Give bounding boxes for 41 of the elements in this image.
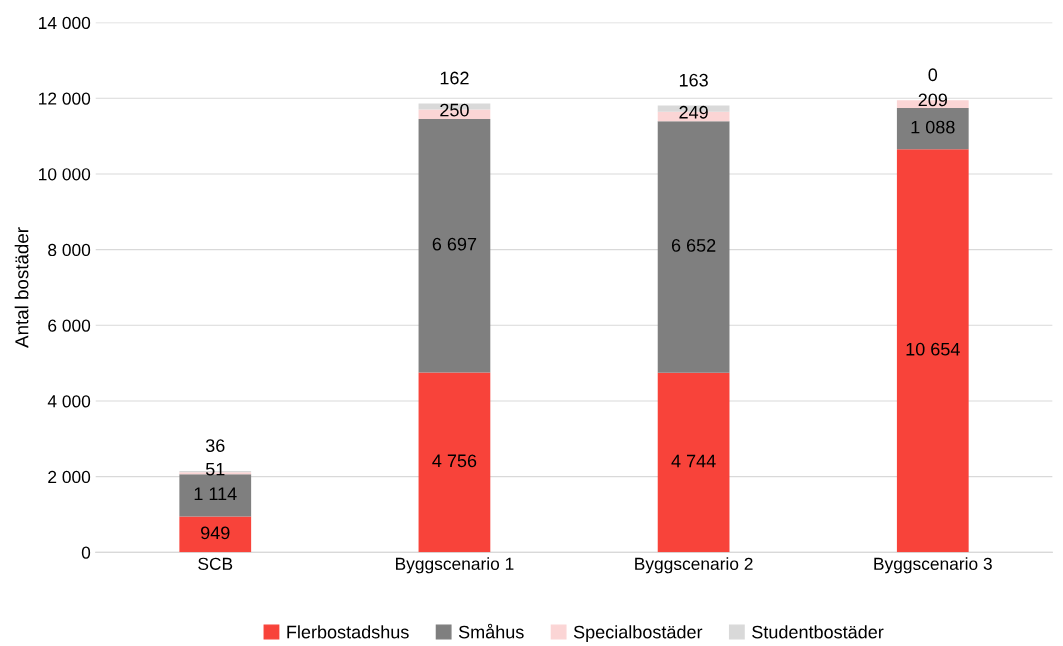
x-tick-label: Byggscenario 2 — [635, 557, 753, 574]
data-label: 6 652 — [671, 239, 716, 252]
data-label: 209 — [918, 93, 947, 107]
y-tick-label: 8 000 — [48, 243, 91, 257]
x-tick-label: Byggscenario 3 — [874, 557, 992, 574]
data-label: 0 — [928, 68, 938, 82]
data-label: 249 — [679, 105, 708, 119]
data-label: 949 — [201, 526, 230, 540]
data-label: 1 088 — [911, 120, 955, 134]
y-tick-label: 2 000 — [48, 470, 91, 484]
bar — [657, 121, 730, 373]
legend-label: Flerbostadshus — [287, 625, 409, 639]
data-label: 4 756 — [432, 454, 477, 468]
bar — [179, 474, 252, 517]
legend-label: Specialbostäder — [573, 625, 703, 643]
bar — [418, 118, 491, 373]
data-label: 1 114 — [194, 487, 237, 501]
x-tick-label: SCB — [198, 557, 233, 570]
data-label: 162 — [440, 71, 469, 85]
legend-label: Studentbostäder — [752, 625, 884, 639]
data-label: 163 — [679, 73, 708, 87]
y-tick-label: 10 000 — [39, 168, 91, 181]
data-label: 250 — [440, 103, 469, 117]
y-tick-label: 6 000 — [48, 319, 91, 332]
bar — [896, 149, 969, 553]
bar — [179, 516, 252, 553]
bar — [418, 372, 491, 553]
bar — [657, 372, 730, 553]
y-tick-label: 0 — [81, 546, 91, 559]
data-label: 6 697 — [432, 237, 477, 251]
data-label: 51 — [205, 462, 225, 476]
bar — [896, 108, 969, 150]
data-label: 4 744 — [671, 454, 716, 468]
y-tick-label: 14 000 — [39, 16, 91, 30]
x-tick-label: Byggscenario 1 — [396, 557, 514, 574]
legend-label: Småhus — [458, 623, 524, 639]
y-tick-label: 12 000 — [39, 92, 91, 105]
data-label: 36 — [205, 439, 225, 452]
y-axis-title: Antal bostäder — [14, 227, 29, 348]
y-tick-label: 4 000 — [47, 395, 91, 408]
data-label: 10 654 — [906, 342, 960, 356]
